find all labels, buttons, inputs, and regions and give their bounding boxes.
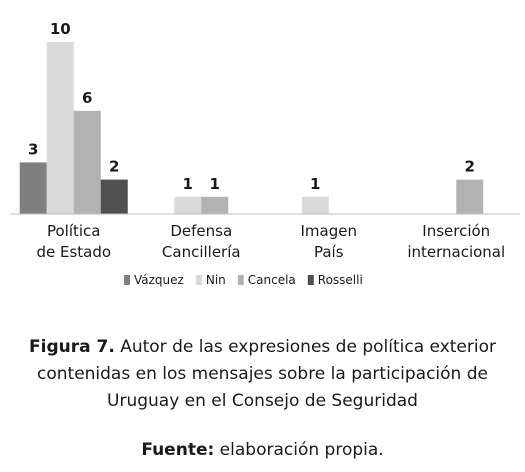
legend-entry: Nin (206, 273, 226, 287)
figure-caption: Figura 7. Autor de las expresiones de po… (0, 334, 525, 415)
category-labels: Política de Estado Defensa Cancillería Image… (36, 222, 505, 261)
legend: Vázquez Nin Cancela Rosselli (124, 273, 363, 287)
category-label: Política (47, 222, 101, 240)
category-label: de Estado (36, 243, 111, 261)
figure-label: Figura 7. (29, 337, 115, 357)
data-label: 10 (50, 20, 71, 38)
data-label: 2 (465, 158, 475, 176)
bar-cancela-1 (201, 196, 229, 214)
legend-swatch (124, 275, 130, 285)
figure-text-line-3: Uruguay en el Consejo de Seguridad (107, 391, 418, 411)
category-label: internacional (407, 243, 505, 261)
legend-swatch (307, 275, 314, 285)
bar-cancela-0 (73, 110, 101, 214)
bar-nin-1 (174, 196, 202, 214)
data-label: 1 (310, 175, 320, 193)
source-label: Fuente: (141, 440, 215, 460)
data-label: 2 (109, 158, 119, 176)
category-label: País (314, 243, 344, 261)
source-caption: Fuente: elaboración propia. (0, 437, 525, 464)
data-label: 1 (210, 175, 220, 193)
source-text: elaboración propia. (214, 440, 384, 460)
bar-nin-2 (301, 196, 329, 214)
data-label: 1 (183, 175, 193, 193)
category-label: Cancillería (162, 243, 241, 261)
bar-vzquez-0 (19, 162, 47, 214)
legend-entry: Cancela (248, 273, 296, 287)
legend-swatch (237, 275, 244, 285)
bar-cancela-3 (456, 179, 484, 214)
figure-text-line-2: contenidas en los mensajes sobre la part… (37, 364, 488, 384)
data-label: 6 (82, 89, 92, 107)
figure-text-line-1: Autor de las expresiones de política ext… (114, 337, 496, 357)
legend-entry: Rosselli (318, 273, 363, 287)
category-label: Defensa (170, 222, 232, 240)
legend-entry: Vázquez (134, 273, 184, 287)
category-label: Imagen (301, 222, 357, 240)
legend-swatch (195, 275, 202, 285)
bar-rosselli-0 (100, 179, 128, 214)
bar-nin-0 (46, 42, 74, 214)
data-label: 3 (28, 140, 38, 158)
category-label: Inserción (422, 222, 490, 240)
